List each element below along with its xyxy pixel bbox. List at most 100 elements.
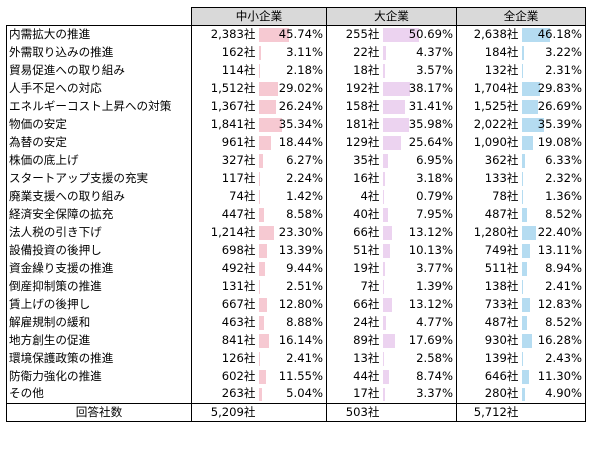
- large-percent-cell: 17.69%: [381, 331, 457, 350]
- sme-percent-cell: 8.88%: [257, 313, 327, 332]
- large-percent-value: 13.12%: [408, 296, 453, 311]
- large-percent-value: 0.79%: [416, 188, 453, 203]
- large-percent-bar: [382, 171, 385, 186]
- all-percent-bar: [521, 207, 527, 222]
- all-percent-value: 8.94%: [545, 260, 582, 275]
- sme-percent-bar: [258, 135, 271, 150]
- all-percent-bar: [521, 28, 551, 42]
- large-count-cell: 158社: [326, 97, 382, 116]
- all-percent-cell: 12.83%: [520, 295, 586, 314]
- all-percent-value: 8.52%: [545, 206, 582, 221]
- survey-results-table: 中小企業 大企業 全企業 内需拡大の推進 2,383社 45.74% 255社 50.6…: [6, 7, 586, 422]
- all-percent-value: 22.40%: [537, 224, 582, 239]
- all-count-cell: 1,525社: [456, 97, 521, 116]
- large-percent-value: 35.98%: [408, 116, 453, 131]
- all-count-cell: 1,704社: [456, 79, 521, 98]
- sme-count-cell: 602社: [191, 367, 258, 386]
- sme-percent-cell: 3.11%: [257, 43, 327, 62]
- row-label: 解雇規制の緩和: [6, 313, 192, 332]
- table-row: 解雇規制の緩和 463社 8.88% 24社 4.77% 487社 8.52%: [6, 313, 586, 332]
- all-percent-cell: 13.11%: [520, 241, 586, 260]
- all-percent-value: 2.32%: [545, 170, 582, 185]
- table-row: 防衛力強化の推進 602社 11.55% 44社 8.74% 646社 11.30%: [6, 367, 586, 386]
- sme-count-cell: 1,367社: [191, 97, 258, 116]
- all-count-cell: 139社: [456, 349, 521, 368]
- table-row: 賃上げの後押し 667社 12.80% 66社 13.12% 733社 12.83%: [6, 295, 586, 314]
- table-row: 株価の底上げ 327社 6.27% 35社 6.95% 362社 6.33%: [6, 151, 586, 170]
- large-percent-value: 3.18%: [416, 170, 453, 185]
- large-percent-value: 4.37%: [416, 44, 453, 59]
- all-percent-value: 3.22%: [545, 44, 582, 59]
- table-row: 地方創生の促進 841社 16.14% 89社 17.69% 930社 16.28%: [6, 331, 586, 350]
- all-percent-cell: 1.36%: [520, 187, 586, 206]
- large-percent-value: 3.77%: [416, 260, 453, 275]
- large-count-cell: 4社: [326, 187, 382, 206]
- sme-percent-bar: [258, 207, 265, 222]
- all-percent-value: 8.52%: [545, 314, 582, 329]
- sme-percent-value: 2.18%: [286, 62, 323, 77]
- large-percent-value: 2.58%: [416, 350, 453, 365]
- all-percent-bar: [521, 279, 523, 294]
- sme-count-cell: 2,383社: [191, 25, 258, 44]
- sme-percent-cell: 23.30%: [257, 223, 327, 242]
- sme-percent-bar: [258, 279, 261, 294]
- sme-count-cell: 327社: [191, 151, 258, 170]
- all-percent-bar: [521, 315, 527, 330]
- all-percent-cell: 2.32%: [520, 169, 586, 188]
- large-percent-bar: [382, 225, 392, 240]
- total-sme-count: 5,209社: [191, 403, 258, 422]
- all-percent-bar: [521, 135, 534, 150]
- row-label: 外需取り込みの推進: [6, 43, 192, 62]
- table-row: 廃業支援への取り組み 74社 1.42% 4社 0.79% 78社 1.36%: [6, 187, 586, 206]
- sme-percent-cell: 29.02%: [257, 79, 327, 98]
- large-percent-value: 38.17%: [408, 80, 453, 95]
- large-percent-value: 50.69%: [408, 26, 453, 41]
- large-count-cell: 13社: [326, 349, 382, 368]
- sme-percent-value: 35.34%: [278, 116, 323, 131]
- large-percent-bar: [382, 117, 409, 132]
- sme-percent-cell: 6.27%: [257, 151, 327, 170]
- row-label: 内需拡大の推進: [6, 25, 192, 44]
- all-count-cell: 362社: [456, 151, 521, 170]
- total-all-blank: [520, 403, 586, 422]
- sme-percent-cell: 9.44%: [257, 259, 327, 278]
- total-label: 回答社数: [6, 403, 192, 422]
- all-percent-bar: [521, 333, 532, 348]
- large-percent-cell: 8.74%: [381, 367, 457, 386]
- table-row: 経済安全保障の拡充 447社 8.58% 40社 7.95% 487社 8.52%: [6, 205, 586, 224]
- sme-percent-bar: [258, 261, 265, 276]
- all-count-cell: 138社: [456, 277, 521, 296]
- row-label: 法人税の引き下げ: [6, 223, 192, 242]
- all-count-cell: 930社: [456, 331, 521, 350]
- all-percent-bar: [521, 117, 544, 132]
- header-sme: 中小企業: [191, 7, 327, 26]
- sme-percent-value: 2.41%: [286, 350, 323, 365]
- sme-percent-bar: [258, 369, 267, 384]
- all-count-cell: 511社: [456, 259, 521, 278]
- all-count-cell: 133社: [456, 169, 521, 188]
- large-percent-value: 3.57%: [416, 62, 453, 77]
- sme-percent-bar: [258, 28, 289, 42]
- sme-percent-value: 23.30%: [278, 224, 323, 239]
- large-percent-value: 4.77%: [416, 314, 453, 329]
- large-percent-cell: 6.95%: [381, 151, 457, 170]
- table-row: エネルギーコスト上昇への対策 1,367社 26.24% 158社 31.41% 1,52…: [6, 97, 586, 116]
- large-count-cell: 17社: [326, 385, 382, 404]
- large-percent-bar: [382, 351, 385, 366]
- header-all: 全企業: [456, 7, 586, 26]
- large-percent-cell: 1.39%: [381, 277, 457, 296]
- large-percent-bar: [382, 261, 386, 276]
- large-count-cell: 35社: [326, 151, 382, 170]
- sme-percent-bar: [258, 153, 263, 168]
- row-label: 株価の底上げ: [6, 151, 192, 170]
- total-all-count: 5,712社: [456, 403, 521, 422]
- all-percent-value: 46.18%: [537, 26, 582, 41]
- large-percent-bar: [382, 45, 386, 60]
- large-percent-value: 6.95%: [416, 152, 453, 167]
- table-row: 物価の安定 1,841社 35.34% 181社 35.98% 2,022社 35.39%: [6, 115, 586, 134]
- sme-count-cell: 1,214社: [191, 223, 258, 242]
- all-percent-value: 13.11%: [537, 242, 582, 257]
- sme-count-cell: 447社: [191, 205, 258, 224]
- all-count-cell: 749社: [456, 241, 521, 260]
- table-row: 環境保護政策の推進 126社 2.41% 13社 2.58% 139社 2.43%: [6, 349, 586, 368]
